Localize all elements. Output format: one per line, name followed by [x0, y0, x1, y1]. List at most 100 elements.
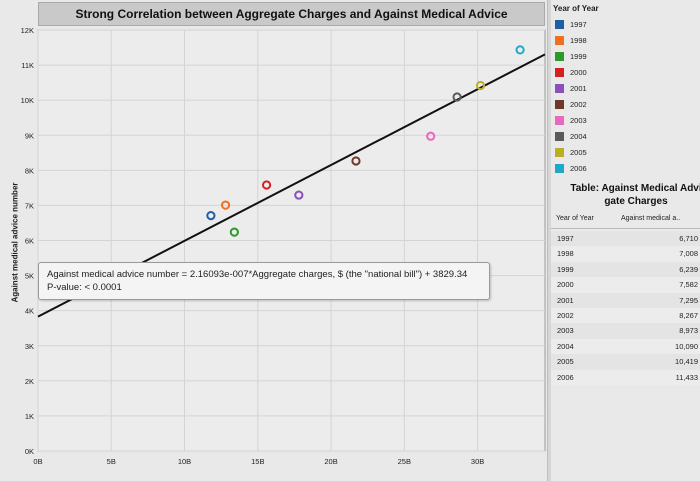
table-row: 2006 11,433 [551, 369, 700, 385]
table-cell-year: 2003 [557, 326, 574, 336]
data-point-1997 [206, 210, 216, 221]
legend-item-1998[interactable]: 1998 [553, 32, 700, 48]
legend-item-2006[interactable]: 2006 [553, 160, 700, 176]
table-cell-year: 1999 [557, 264, 574, 274]
legend-label: 2005 [570, 147, 587, 157]
table-cell-year: 1998 [557, 249, 574, 259]
table-row: 1998 7,008 [551, 246, 700, 262]
legend: Year of Year 1997 1998 1999 2000 2001 2002 200… [553, 4, 700, 176]
legend-swatch [555, 163, 564, 173]
trend-tooltip: Against medical advice number = 2.16093e… [38, 262, 490, 300]
table-row: 1997 6,710 [551, 231, 700, 247]
x-tick-label: 25B [398, 457, 411, 466]
trend-pvalue: P-value: < 0.0001 [47, 282, 122, 293]
table-row: 2001 7,295 [551, 292, 700, 308]
y-tick-label: 0K [25, 447, 34, 456]
y-tick-label: 8K [25, 166, 34, 175]
table-cell-value: 10,090 [675, 341, 698, 351]
table-cell-value: 6,710 [679, 234, 698, 243]
table-title-line2: gate Charges [604, 196, 668, 207]
x-tick-label: 0B [33, 457, 42, 466]
legend-label: 2004 [570, 131, 587, 141]
table-title-line1: Table: Against Medical Advi [570, 183, 700, 194]
y-tick-label: 7K [25, 201, 34, 210]
table-row: 2005 10,419 [551, 354, 700, 370]
table-cell-value: 8,267 [679, 311, 698, 320]
data-point-2006 [515, 45, 525, 55]
table-cell-value: 7,582 [679, 280, 698, 290]
data-point-2004 [452, 92, 462, 102]
legend-item-1999[interactable]: 1999 [553, 48, 700, 64]
legend-items: 1997 1998 1999 2000 2001 2002 2003 2004 2005 2006 [553, 16, 700, 176]
legend-swatch [555, 67, 564, 77]
legend-swatch [555, 131, 564, 141]
data-table: Table: Against Medical Advi gate Charges… [551, 180, 700, 481]
y-tick-label: 4K [25, 307, 34, 316]
legend-label: 2000 [570, 67, 587, 77]
data-point-2000 [261, 180, 272, 190]
chart-title: Strong Correlation between Aggregate Cha… [38, 2, 545, 26]
chart-panel: 0K 1K 2K 3K 4K 5K 6K 7K 8K 9K 10K 11K 12K 0B 5B 10B 15B 2… [10, 2, 546, 466]
table-cell-year: 1997 [557, 234, 574, 243]
legend-label: 2006 [570, 163, 587, 173]
legend-title: Year of Year [553, 4, 599, 13]
panel-divider[interactable] [547, 0, 551, 481]
table-cell-value: 7,295 [679, 295, 698, 305]
legend-swatch [555, 115, 564, 125]
x-tick-label: 5B [107, 457, 116, 466]
table-cell-year: 2000 [557, 280, 574, 290]
trend-equation: Against medical advice number = 2.16093e… [47, 269, 468, 280]
legend-swatch [555, 51, 564, 61]
y-tick-label: 2K [25, 377, 34, 386]
legend-item-1997[interactable]: 1997 [553, 16, 700, 32]
y-tick-label: 12K [21, 26, 34, 35]
table-row: 2002 8,267 [551, 308, 700, 324]
legend-label: 2003 [570, 115, 587, 125]
table-cell-value: 11,433 [675, 372, 698, 382]
legend-label: 1999 [570, 51, 587, 61]
table-cell-value: 8,973 [679, 326, 698, 336]
y-tick-label: 11K [21, 61, 34, 70]
table-cell-year: 2004 [557, 341, 574, 351]
legend-item-2004[interactable]: 2004 [553, 128, 700, 144]
table-header-value[interactable]: Against medical a.. [621, 215, 681, 222]
table-title: Table: Against Medical Advi gate Charges [551, 182, 700, 208]
table-row: 2004 10,090 [551, 338, 700, 355]
x-tick-label: 15B [251, 457, 264, 466]
legend-swatch [555, 19, 564, 29]
legend-label: 2002 [570, 99, 587, 109]
legend-swatch [555, 83, 564, 93]
x-tick-label: 30B [471, 457, 484, 466]
data-point-2003 [426, 131, 436, 141]
table-header: Year of Year Against medical a.. [551, 214, 700, 229]
y-tick-label: 6K [25, 237, 34, 246]
legend-label: 2001 [570, 83, 587, 93]
y-tick-label: 3K [25, 342, 34, 351]
legend-item-2003[interactable]: 2003 [553, 112, 700, 128]
table-cell-year: 2006 [557, 372, 574, 382]
data-point-2001 [294, 190, 304, 200]
y-axis-label: Against medical advice number [10, 182, 20, 303]
legend-item-2001[interactable]: 2001 [553, 80, 700, 96]
legend-item-2005[interactable]: 2005 [553, 144, 700, 160]
y-tick-label: 10K [21, 96, 34, 105]
y-tick-label: 9K [25, 131, 34, 140]
table-row: 2000 7,582 [551, 277, 700, 293]
legend-label: 1997 [570, 19, 587, 29]
table-header-year[interactable]: Year of Year [556, 215, 594, 222]
table-cell-year: 2002 [557, 311, 574, 320]
legend-item-2000[interactable]: 2000 [553, 64, 700, 80]
legend-item-2002[interactable]: 2002 [553, 96, 700, 112]
data-point-2002 [351, 156, 361, 166]
table-cell-year: 2001 [557, 295, 574, 305]
table-cell-value: 10,419 [675, 357, 698, 367]
x-tick-label: 20B [324, 457, 337, 466]
data-point-1998 [220, 200, 231, 210]
legend-swatch [555, 35, 564, 45]
data-point-2005 [475, 80, 486, 91]
scatter-plot: 0K 1K 2K 3K 4K 5K 6K 7K 8K 9K 10K 11K 12K 0B 5B 10B 15B 2… [21, 26, 546, 466]
legend-swatch [555, 147, 564, 157]
table-cell-value: 6,239 [679, 264, 698, 274]
legend-swatch [555, 99, 564, 109]
data-point-1999 [229, 227, 239, 237]
